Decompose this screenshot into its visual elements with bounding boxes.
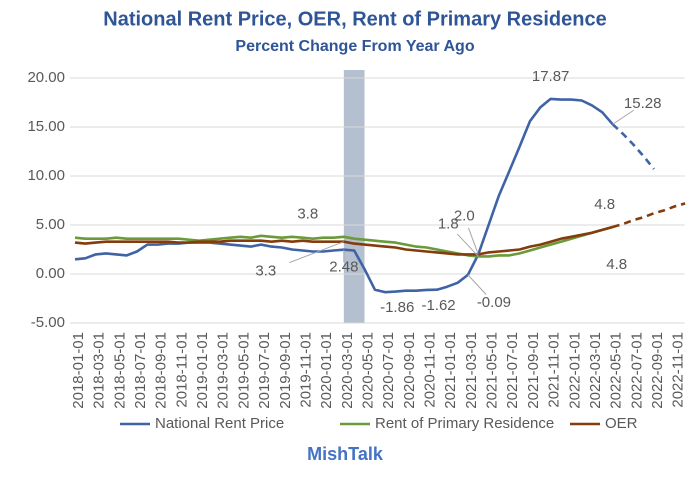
x-tick: 2019-01-01 [194, 332, 211, 409]
y-tick-label: 20.00 [27, 69, 65, 86]
label-leader [467, 274, 487, 295]
x-tick: 2019-03-01 [215, 332, 232, 409]
x-tick: 2022-03-01 [587, 332, 604, 409]
data-label: -0.09 [477, 294, 511, 311]
x-tick: 2018-01-01 [70, 332, 87, 409]
x-tick: 2018-09-01 [153, 332, 170, 409]
x-tick-label: 2018-01-01 [70, 332, 87, 409]
x-tick-label: 2020-01-01 [318, 332, 335, 409]
x-tick-label: 2020-11-01 [422, 332, 439, 408]
y-tick-label: 15.00 [27, 118, 65, 135]
x-tick-label: 2022-05-01 [608, 332, 625, 409]
x-tick-label: 2018-09-01 [153, 332, 170, 409]
x-tick: 2019-11-01 [297, 332, 314, 408]
x-tick: 2021-09-01 [525, 332, 542, 409]
x-tick: 2018-05-01 [111, 332, 128, 409]
x-tick-label: 2018-05-01 [111, 332, 128, 409]
x-tick-label: 2020-07-01 [380, 332, 397, 409]
x-tick-label: 2021-05-01 [484, 332, 501, 409]
x-tick-label: 2022-03-01 [587, 332, 604, 409]
x-tick: 2021-07-01 [504, 332, 521, 409]
x-tick-label: 2019-11-01 [297, 332, 314, 408]
x-tick-label: 2021-09-01 [525, 332, 542, 409]
label-leader [456, 233, 479, 257]
x-tick: 2022-11-01 [670, 332, 687, 408]
y-tick-label: 5.00 [36, 216, 65, 233]
x-tick-label: 2018-03-01 [91, 332, 108, 409]
legend-label: National Rent Price [155, 415, 284, 432]
x-tick-label: 2022-11-01 [670, 332, 687, 408]
x-tick: 2020-09-01 [401, 332, 418, 409]
x-tick-label: 2021-11-01 [546, 332, 563, 408]
chart-subtitle: Percent Change From Year Ago [235, 38, 474, 55]
x-tick: 2021-11-01 [546, 332, 563, 408]
x-tick: 2021-05-01 [484, 332, 501, 409]
x-tick: 2022-01-01 [566, 332, 583, 409]
y-tick-label: 10.00 [27, 167, 65, 184]
x-tick-label: 2022-01-01 [566, 332, 583, 409]
label-leader [612, 109, 634, 125]
data-label: 2.0 [454, 207, 475, 224]
x-tick: 2020-01-01 [318, 332, 335, 409]
x-tick-label: 2019-03-01 [215, 332, 232, 409]
x-tick: 2022-05-01 [608, 332, 625, 409]
label-leader [289, 241, 345, 264]
data-label: -1.86 [380, 299, 414, 316]
x-tick-label: 2021-03-01 [463, 332, 480, 409]
projection-line [612, 202, 686, 229]
data-label: 4.8 [606, 256, 627, 273]
x-tick-label: 2021-07-01 [504, 332, 521, 409]
chart-title: National Rent Price, OER, Rent of Primar… [103, 8, 606, 30]
y-tick-label: -5.00 [31, 314, 65, 331]
x-tick-label: 2020-03-01 [339, 332, 356, 409]
x-tick: 2020-03-01 [339, 332, 356, 409]
x-tick-label: 2019-09-01 [277, 332, 294, 409]
legend-label: OER [605, 415, 638, 432]
x-tick-label: 2019-01-01 [194, 332, 211, 409]
series-line [74, 225, 614, 258]
data-label: 3.8 [297, 206, 318, 223]
x-tick: 2020-07-01 [380, 332, 397, 409]
x-tick-label: 2020-05-01 [359, 332, 376, 409]
x-tick-label: 2019-07-01 [256, 332, 273, 409]
x-tick-label: 2022-07-01 [628, 332, 645, 409]
x-tick: 2018-11-01 [173, 332, 190, 408]
footer: MishTalk [307, 444, 384, 464]
x-tick: 2022-09-01 [649, 332, 666, 409]
projection-line [611, 123, 656, 170]
data-label: 4.8 [594, 196, 615, 213]
label-leader [467, 227, 479, 255]
x-tick-label: 2022-09-01 [649, 332, 666, 409]
x-tick: 2019-05-01 [235, 332, 252, 409]
x-tick: 2020-05-01 [359, 332, 376, 409]
data-label: 15.28 [624, 95, 662, 112]
data-label: 2.48 [329, 259, 358, 276]
x-tick-label: 2018-07-01 [132, 332, 149, 409]
x-tick: 2022-07-01 [628, 332, 645, 409]
x-tick: 2021-01-01 [442, 332, 459, 409]
x-tick: 2021-03-01 [463, 332, 480, 409]
legend-label: Rent of Primary Residence [375, 415, 554, 432]
data-label: 17.87 [532, 68, 570, 85]
x-tick-label: 2020-09-01 [401, 332, 418, 409]
x-tick: 2020-11-01 [422, 332, 439, 408]
x-tick-label: 2018-11-01 [173, 332, 190, 408]
x-tick-label: 2019-05-01 [235, 332, 252, 409]
data-label: 3.3 [255, 263, 276, 280]
x-tick: 2018-03-01 [91, 332, 108, 409]
data-label: 1.8 [438, 215, 459, 232]
x-tick-label: 2021-01-01 [442, 332, 459, 409]
x-tick: 2019-07-01 [256, 332, 273, 409]
x-tick: 2018-07-01 [132, 332, 149, 409]
y-tick-label: 0.00 [36, 265, 65, 282]
data-label: -1.62 [421, 297, 455, 314]
shaded-period [343, 70, 365, 323]
x-tick: 2019-09-01 [277, 332, 294, 409]
